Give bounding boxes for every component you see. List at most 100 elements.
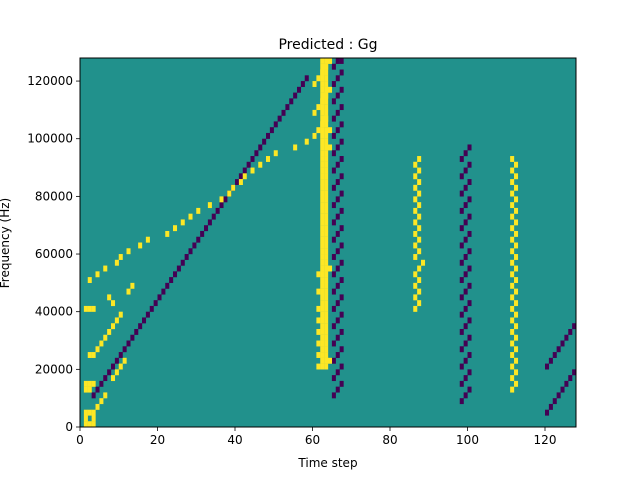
heatmap-cell-low	[114, 357, 119, 364]
heatmap-cell-high	[316, 328, 321, 335]
heatmap-cell-high	[510, 294, 515, 301]
heatmap-cell-high	[417, 265, 422, 272]
heatmap-cell-low	[331, 63, 336, 70]
heatmap-cell-low	[142, 317, 147, 324]
heatmap-cell-high	[320, 121, 325, 128]
heatmap-cell-low	[568, 328, 573, 335]
heatmap-cell-low	[258, 144, 263, 151]
heatmap-cell-high	[219, 196, 224, 203]
heatmap-cell-high	[320, 179, 325, 185]
heatmap-cell-high	[316, 104, 321, 111]
heatmap-cell-low	[331, 357, 336, 364]
heatmap-cell-high	[83, 305, 88, 312]
heatmap-cell-high	[320, 63, 325, 70]
heatmap-cell-high	[324, 132, 329, 139]
heatmap-cell-high	[320, 190, 325, 197]
heatmap-cell-high	[510, 340, 515, 347]
heatmap-cell-high	[324, 127, 329, 134]
heatmap-cell-high	[417, 225, 422, 232]
heatmap-cell-low	[331, 288, 336, 295]
heatmap-cell-high	[320, 115, 325, 122]
y-tick-label: 40000	[35, 305, 73, 319]
heatmap-cell-high	[118, 254, 123, 260]
heatmap-cell-low	[564, 380, 569, 387]
heatmap-cell-low	[339, 138, 344, 145]
heatmap-cell-low	[331, 340, 336, 347]
heatmap-cell-high	[320, 104, 325, 111]
heatmap-cell-high	[320, 219, 325, 226]
heatmap-cell-high	[510, 352, 515, 358]
heatmap-cell-high	[413, 242, 418, 249]
heatmap-cell-low	[459, 277, 464, 284]
heatmap-cell-low	[331, 132, 336, 139]
heatmap-cell-high	[266, 156, 271, 162]
x-tick-label: 80	[382, 433, 397, 447]
heatmap-cell-low	[339, 173, 344, 180]
heatmap-cell-low	[556, 392, 561, 399]
heatmap-cell-high	[324, 352, 329, 358]
y-tick-label: 60000	[35, 247, 73, 261]
heatmap-cell-high	[514, 323, 519, 330]
heatmap-cell-low	[126, 340, 131, 347]
heatmap-cell-low	[134, 328, 139, 335]
heatmap-cell-high	[320, 288, 325, 295]
heatmap-cell-high	[413, 161, 418, 168]
heatmap-cell-high	[510, 328, 515, 335]
heatmap-cell-high	[510, 386, 515, 393]
heatmap-cell-high	[83, 380, 88, 387]
heatmap-cell-high	[417, 179, 422, 185]
heatmap-cell-low	[545, 409, 550, 416]
heatmap-cell-high	[514, 242, 519, 249]
heatmap-cell-low	[467, 248, 472, 255]
y-tick-label: 100000	[27, 132, 73, 146]
heatmap-cell-high	[95, 271, 100, 278]
heatmap-cell-low	[467, 386, 472, 393]
heatmap-cell-high	[320, 340, 325, 347]
heatmap-cell-low	[463, 236, 468, 243]
heatmap-cell-high	[87, 386, 92, 393]
heatmap-cell-high	[304, 138, 309, 145]
heatmap-cell-low	[95, 386, 100, 393]
chart-title: Predicted : Gg	[278, 37, 377, 53]
heatmap-cell-low	[339, 69, 344, 76]
heatmap-cell-high	[320, 352, 325, 358]
heatmap-cell-low	[300, 81, 305, 87]
heatmap-cell-high	[514, 230, 519, 237]
heatmap-cell-high	[320, 282, 325, 289]
heatmap-cell-high	[316, 363, 321, 370]
heatmap-cell-low	[130, 334, 135, 341]
heatmap-cell-low	[331, 305, 336, 312]
heatmap-cell-high	[107, 294, 112, 301]
heatmap-cell-low	[568, 375, 573, 382]
heatmap-cell-high	[320, 311, 325, 318]
heatmap-cell-high	[324, 190, 329, 197]
heatmap-cell-high	[510, 305, 515, 312]
heatmap-cell-high	[145, 236, 150, 243]
heatmap-cell-high	[417, 190, 422, 197]
heatmap-cell-high	[510, 282, 515, 289]
heatmap-cell-low	[548, 403, 553, 410]
heatmap-cell-high	[118, 363, 123, 370]
heatmap-cell-low	[335, 334, 340, 341]
heatmap-cell-low	[467, 317, 472, 324]
heatmap-cell-high	[324, 294, 329, 301]
heatmap-cell-low	[335, 352, 340, 358]
heatmap-cell-high	[320, 259, 325, 266]
heatmap-cell-high	[510, 190, 515, 197]
heatmap-cell-high	[510, 156, 515, 162]
heatmap-cell-low	[153, 300, 158, 307]
heatmap-cell-high	[316, 352, 321, 358]
heatmap-cell-high	[91, 415, 96, 422]
heatmap-cell-high	[103, 392, 108, 399]
heatmap-cell-low	[335, 300, 340, 307]
heatmap-cell-low	[560, 340, 565, 347]
heatmap-cell-low	[459, 311, 464, 318]
heatmap-cell-low	[103, 375, 108, 382]
heatmap-cell-high	[324, 300, 329, 307]
heatmap-cell-high	[114, 369, 119, 376]
heatmap-cell-low	[200, 230, 205, 237]
heatmap-cell-high	[324, 81, 329, 87]
heatmap-cell-low	[335, 144, 340, 151]
heatmap-cell-low	[254, 150, 259, 157]
heatmap-cell-low	[335, 75, 340, 82]
